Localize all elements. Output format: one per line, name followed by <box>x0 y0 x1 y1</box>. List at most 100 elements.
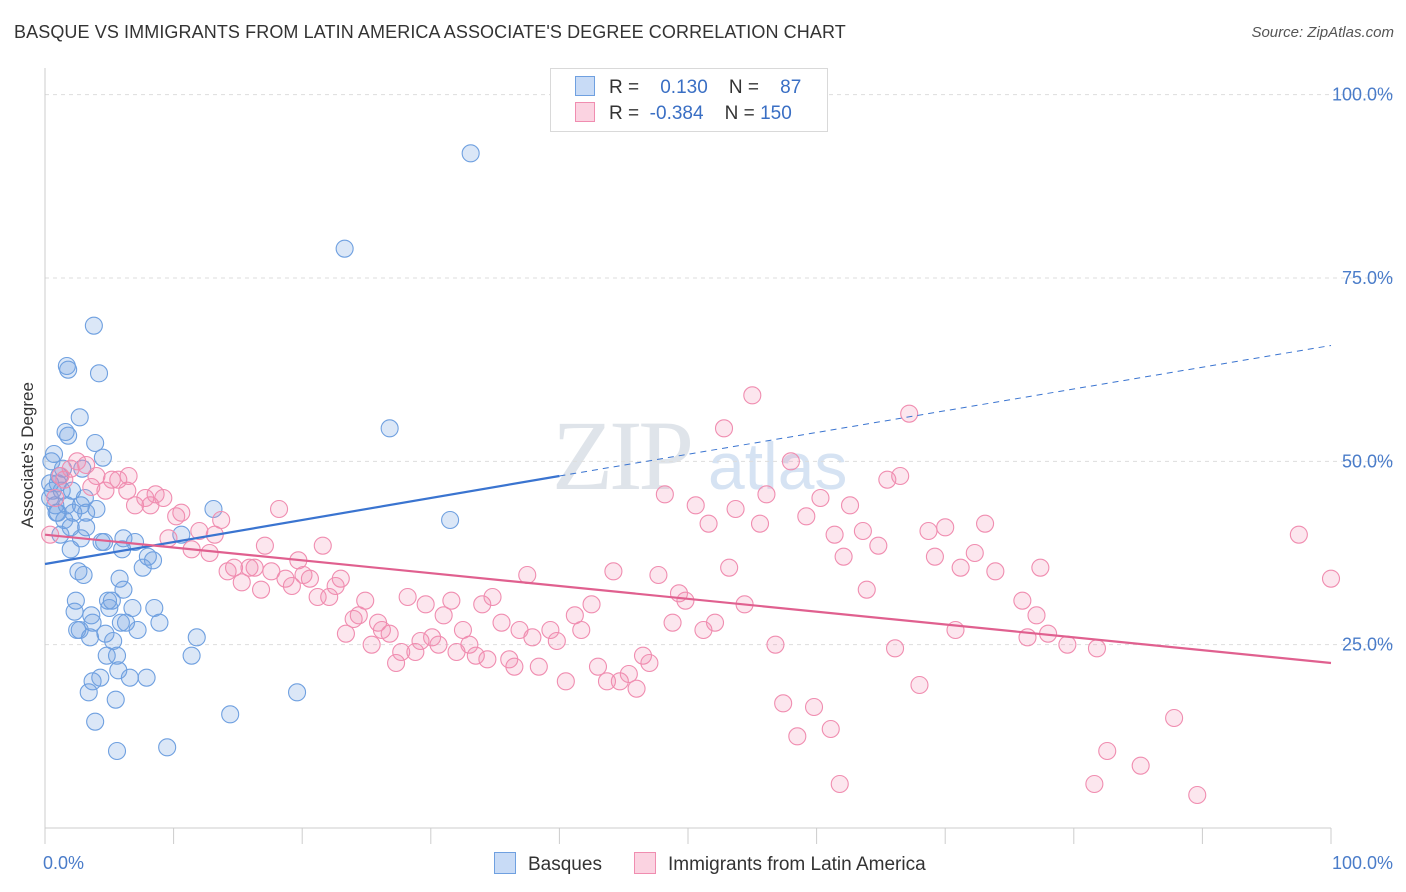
data-point-basques <box>109 661 128 680</box>
trend-line-basques <box>44 474 560 566</box>
data-point-latin-america <box>840 496 860 515</box>
data-point-basques <box>143 551 163 570</box>
data-point-basques <box>84 316 103 335</box>
y-tick-label: 75.0% <box>1342 268 1393 288</box>
data-point-basques <box>55 510 74 530</box>
data-point-basques <box>107 741 127 761</box>
legend-r-value: 0.130 <box>660 77 708 98</box>
data-point-latin-america <box>1098 741 1117 761</box>
data-point-latin-america <box>965 543 984 563</box>
bottom-legend-latin-america: Immigrants from Latin America <box>634 852 926 876</box>
data-point-basques <box>288 683 307 702</box>
data-point-latin-america <box>460 635 479 654</box>
data-point-basques <box>221 705 240 724</box>
legend-n-label: N = <box>728 77 760 98</box>
data-point-latin-america <box>392 642 411 662</box>
data-point-latin-america <box>910 675 929 695</box>
data-point-latin-america <box>1031 558 1050 577</box>
data-point-latin-america <box>492 613 511 632</box>
data-point-latin-america <box>125 496 145 515</box>
data-point-basques <box>91 668 110 687</box>
data-point-basques <box>59 426 78 445</box>
data-point-latin-america <box>869 536 888 555</box>
data-point-latin-america <box>282 576 301 596</box>
data-point-latin-america <box>1289 525 1308 544</box>
data-point-latin-america <box>640 653 659 673</box>
data-point-basques <box>61 540 80 559</box>
data-point-latin-america <box>588 657 608 676</box>
data-point-basques <box>74 565 93 585</box>
data-point-latin-america <box>262 562 281 581</box>
data-point-latin-america <box>676 591 695 610</box>
data-point-basques <box>114 580 133 599</box>
data-point-latin-america <box>356 591 375 610</box>
data-point-basques <box>150 613 169 632</box>
data-point-basques <box>79 683 98 702</box>
data-point-latin-america <box>541 620 560 640</box>
data-point-latin-america <box>442 591 461 610</box>
data-point-latin-america <box>976 514 995 533</box>
data-point-latin-america <box>766 635 785 654</box>
data-point-latin-america <box>380 624 399 643</box>
legend-n-value: 87 <box>780 77 802 98</box>
data-point-basques <box>82 606 101 625</box>
data-point-latin-america <box>1165 708 1184 728</box>
data-point-basques <box>96 624 115 643</box>
bottom-legend-label: Basques <box>528 854 602 875</box>
data-point-basques <box>77 518 96 537</box>
data-point-basques <box>133 558 152 577</box>
data-point-latin-america <box>788 727 807 746</box>
data-point-basques <box>461 144 480 163</box>
data-point-basques <box>86 433 105 453</box>
watermark-zip: ZIP <box>552 400 694 511</box>
data-point-latin-america <box>46 488 65 508</box>
data-point-latin-america <box>1188 785 1207 805</box>
data-point-latin-america <box>190 521 209 541</box>
data-point-latin-america <box>781 452 800 471</box>
data-point-latin-america <box>610 672 629 691</box>
data-point-latin-america <box>224 558 244 577</box>
data-point-latin-america <box>473 595 492 614</box>
legend-swatch-pink <box>575 102 595 122</box>
data-point-basques <box>66 591 85 610</box>
data-point-latin-america <box>483 587 502 607</box>
data-point-latin-america <box>627 679 646 698</box>
data-point-basques <box>335 239 354 258</box>
data-point-basques <box>70 408 89 427</box>
trend-lines <box>44 344 1332 665</box>
data-point-latin-america <box>406 642 425 662</box>
data-point-latin-america <box>936 518 955 537</box>
data-point-basques <box>123 598 142 618</box>
data-point-latin-america <box>434 606 453 625</box>
x-tick-label: 100.0% <box>1332 853 1393 873</box>
data-point-latin-america <box>986 562 1005 581</box>
data-point-latin-america <box>518 565 537 585</box>
data-point-latin-america <box>597 672 617 691</box>
data-point-basques <box>87 499 106 519</box>
data-point-latin-america <box>925 547 944 566</box>
data-point-latin-america <box>834 547 853 566</box>
data-point-latin-america <box>255 536 274 555</box>
series-basques <box>41 144 480 761</box>
data-point-latin-america <box>68 452 87 471</box>
y-axis-title: Associate's Degree <box>18 382 37 528</box>
trend-line-latin-america <box>44 533 1332 665</box>
bottom-legend-label: Immigrants from Latin America <box>668 854 926 875</box>
data-point-latin-america <box>416 595 435 614</box>
data-point-basques <box>128 620 147 640</box>
data-point-basques <box>380 419 399 438</box>
data-point-basques <box>44 444 64 464</box>
data-point-basques <box>111 613 130 632</box>
legend-row-latin-america: R = -0.384 N = 150 <box>575 102 792 126</box>
data-point-latin-america <box>523 628 542 647</box>
data-point-latin-america <box>61 459 80 478</box>
data-point-basques <box>64 503 83 522</box>
data-point-latin-america <box>714 419 734 438</box>
legend: R = 0.130 N = 87 R = -0.384 N = 150 <box>550 68 828 132</box>
data-point-latin-america <box>478 650 497 669</box>
data-point-latin-america <box>331 569 350 588</box>
data-point-latin-america <box>900 404 919 423</box>
data-point-latin-america <box>96 481 115 500</box>
data-point-basques <box>61 518 80 537</box>
